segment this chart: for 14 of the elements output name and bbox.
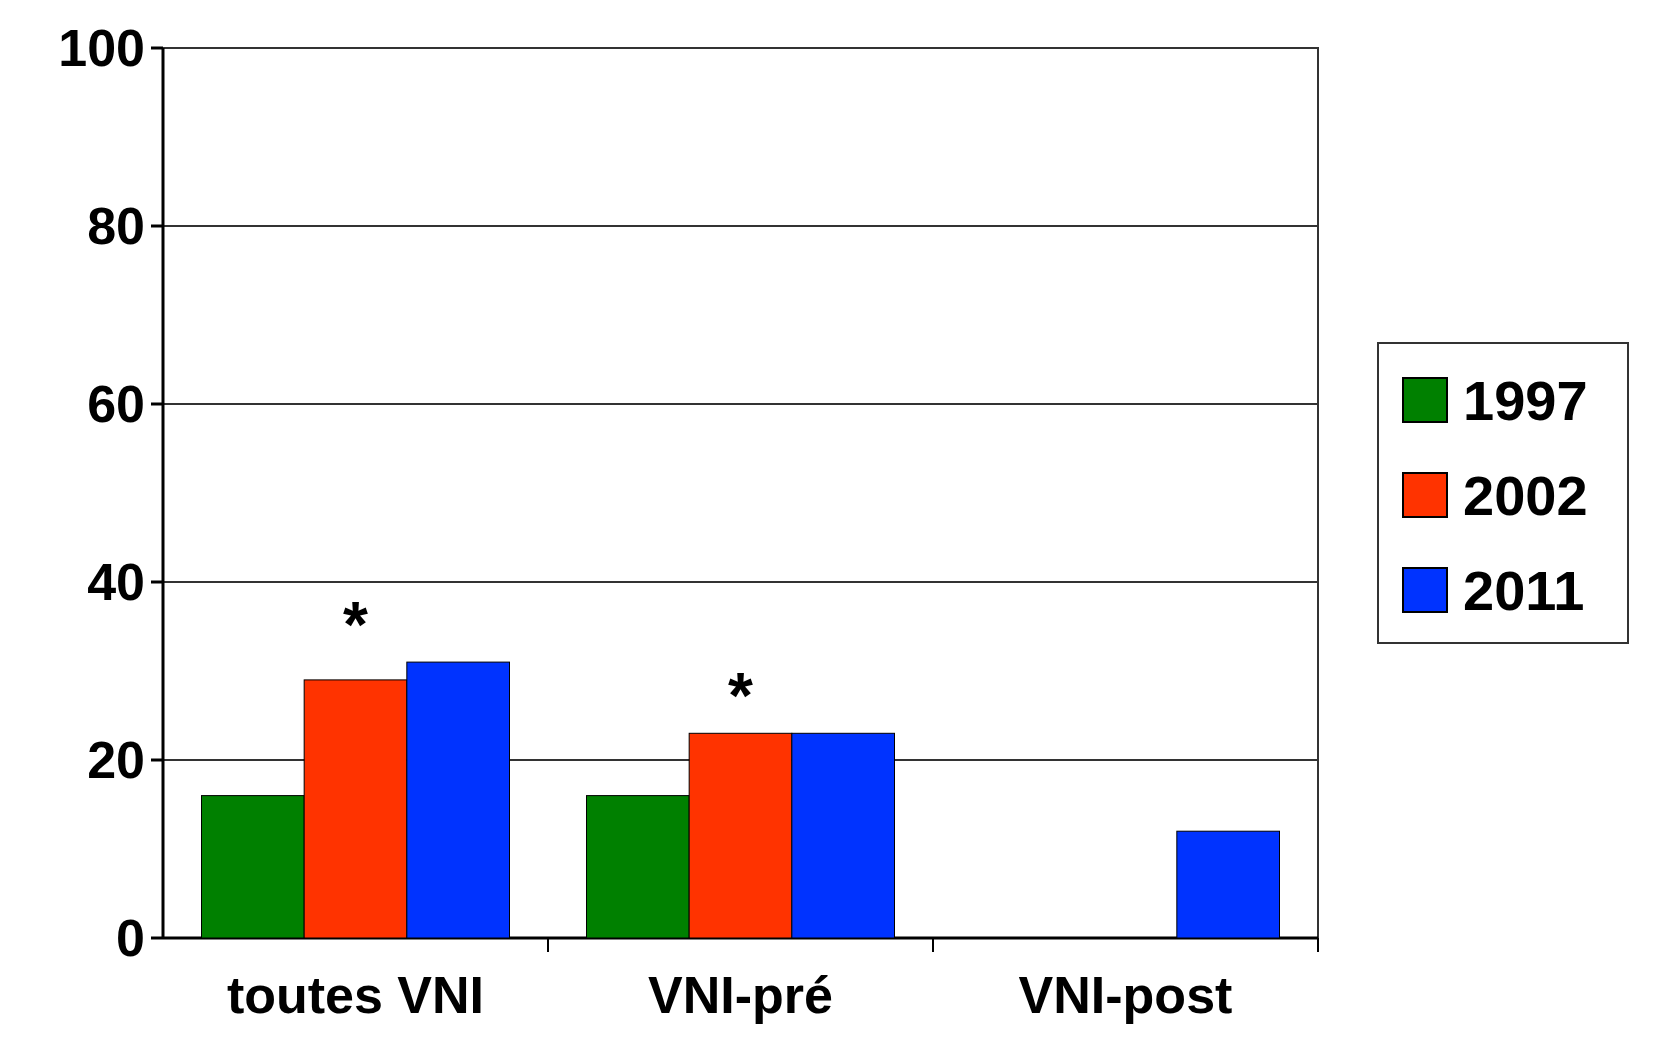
legend-label: 1997 [1463, 368, 1588, 432]
y-tick-label: 80 [87, 197, 145, 256]
legend-label: 2002 [1463, 463, 1588, 527]
y-tick-label: 100 [58, 19, 145, 78]
y-tick-label: 60 [87, 375, 145, 434]
annotation: * [728, 660, 754, 733]
y-tick-label: 20 [87, 731, 145, 790]
y-tick-label: 0 [116, 909, 145, 968]
x-tick-label: VNI-pré [648, 966, 833, 1024]
annotation: * [343, 588, 369, 661]
legend-label: 2011 [1463, 558, 1585, 622]
x-tick-label: VNI-post [1018, 966, 1233, 1024]
y-tick-label: 40 [87, 553, 145, 612]
x-tick-label: toutes VNI [226, 966, 485, 1024]
